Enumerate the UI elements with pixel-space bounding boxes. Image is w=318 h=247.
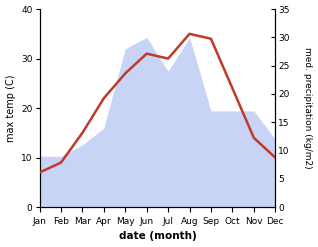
X-axis label: date (month): date (month) (119, 231, 196, 242)
Y-axis label: max temp (C): max temp (C) (5, 74, 16, 142)
Y-axis label: med. precipitation (kg/m2): med. precipitation (kg/m2) (303, 47, 313, 169)
